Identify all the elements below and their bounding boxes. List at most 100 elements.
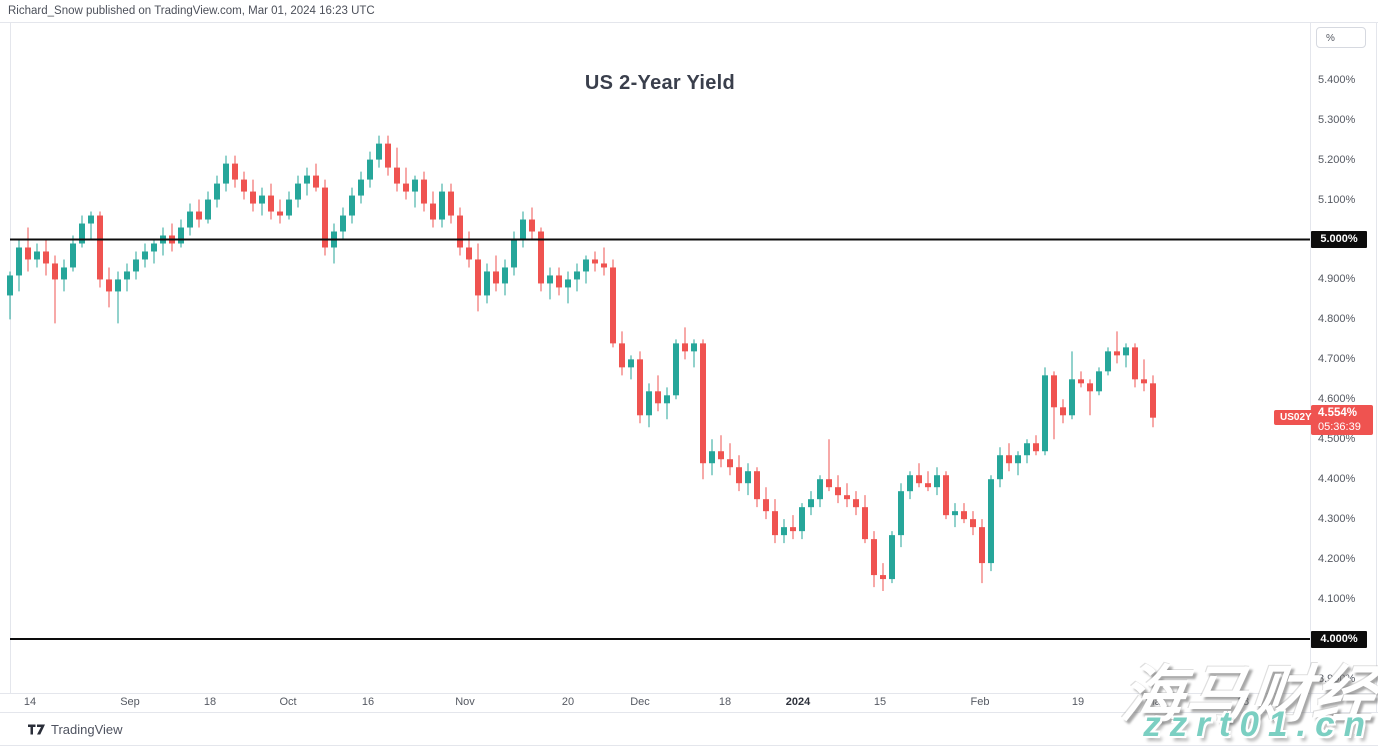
candle — [763, 487, 769, 520]
price-axis-tick: 4.300% — [1318, 513, 1356, 526]
candle — [1042, 367, 1048, 456]
candle — [871, 531, 877, 588]
price-axis-tick: 4.500% — [1318, 433, 1356, 446]
candle — [214, 175, 220, 208]
last-price-countdown: 05:36:39 — [1318, 420, 1361, 433]
candle — [322, 179, 328, 256]
candle — [259, 187, 265, 216]
candle — [610, 259, 616, 348]
candle — [736, 455, 742, 492]
frame-top-line — [0, 22, 1378, 23]
candle — [781, 519, 787, 544]
price-axis-tick: 5.100% — [1318, 193, 1356, 206]
candle — [790, 515, 796, 540]
time-axis-tick: 18 — [1236, 696, 1250, 708]
candle — [133, 251, 139, 280]
candle — [664, 387, 670, 420]
level-price-label: 5.000% — [1311, 231, 1367, 248]
candle — [709, 439, 715, 476]
candle — [583, 255, 589, 284]
frame-right-line — [1376, 22, 1377, 712]
candle — [439, 183, 445, 228]
candle — [7, 271, 13, 320]
time-axis-tick: 2024 — [785, 696, 811, 708]
candle — [187, 203, 193, 236]
candle — [808, 491, 814, 516]
candle — [448, 183, 454, 224]
time-axis-tick: 14 — [23, 696, 37, 708]
tradingview-attribution-link[interactable]: TradingView — [28, 722, 123, 737]
candle — [403, 167, 409, 200]
candle — [475, 243, 481, 312]
last-price-value: 4.554% — [1318, 406, 1358, 419]
candle — [817, 475, 823, 508]
candle — [745, 463, 751, 496]
candle — [52, 255, 58, 324]
time-axis-tick: 20 — [561, 696, 575, 708]
candle — [43, 239, 49, 276]
time-axis[interactable]: 14 Sep 18 Oct 16 Nov 20 Dec 18 2024 15 Feb 19 Mar 18 — [0, 693, 1310, 712]
price-axis-tick: 4.400% — [1318, 473, 1356, 486]
candle — [304, 167, 310, 196]
candle — [421, 171, 427, 212]
candle — [772, 499, 778, 544]
candle — [601, 247, 607, 276]
candle — [1150, 375, 1156, 428]
candle — [160, 227, 166, 256]
candle — [16, 239, 22, 292]
price-axis[interactable]: % 4.554% 05:36:39 5.400% 5.300% 5.200% 5.10… — [1310, 22, 1378, 712]
price-unit-button[interactable]: % — [1316, 27, 1366, 48]
candle — [313, 163, 319, 192]
candle — [169, 223, 175, 252]
candle — [619, 331, 625, 376]
candle — [286, 191, 292, 220]
candle — [295, 175, 301, 208]
time-axis-bottom-line — [0, 712, 1378, 713]
candle — [34, 243, 40, 268]
time-axis-tick: 16 — [361, 696, 375, 708]
price-axis-tick: 4.100% — [1318, 593, 1356, 606]
candle — [898, 483, 904, 548]
candle — [592, 251, 598, 272]
candle — [1123, 343, 1129, 368]
price-axis-tick: 3.900% — [1318, 672, 1356, 685]
time-axis-tick: 15 — [873, 696, 887, 708]
price-axis-tick: 4.900% — [1318, 273, 1356, 286]
candle — [106, 267, 112, 308]
candle — [70, 235, 76, 272]
candle — [655, 375, 661, 412]
candle — [394, 147, 400, 192]
price-axis-tick: 5.200% — [1318, 153, 1356, 166]
candle — [1051, 371, 1057, 440]
candle — [727, 443, 733, 476]
candle — [754, 467, 760, 508]
candle — [1114, 331, 1120, 364]
candle — [934, 467, 940, 496]
candle — [115, 271, 121, 324]
candle — [205, 191, 211, 224]
candle — [97, 211, 103, 288]
chart-title: US 2-Year Yield — [584, 72, 736, 94]
candle — [1105, 347, 1111, 376]
candle — [835, 475, 841, 504]
candle — [880, 563, 886, 592]
candle — [673, 339, 679, 400]
symbol-badge-us02y: US02Y — [1274, 409, 1318, 425]
candle — [997, 447, 1003, 488]
candle — [223, 155, 229, 192]
time-axis-tick: 18 — [718, 696, 732, 708]
candle — [61, 259, 67, 292]
candle — [142, 243, 148, 268]
candle — [385, 135, 391, 176]
candle — [511, 231, 517, 276]
time-axis-tick: Oct — [279, 696, 297, 708]
candle — [988, 475, 994, 572]
candle — [277, 199, 283, 224]
time-axis-tick: Sep — [120, 696, 140, 708]
plot-left-border — [10, 22, 11, 693]
candle — [376, 135, 382, 168]
last-price-label: 4.554% 05:36:39 — [1311, 404, 1373, 435]
time-axis-tick: Dec — [630, 696, 650, 708]
